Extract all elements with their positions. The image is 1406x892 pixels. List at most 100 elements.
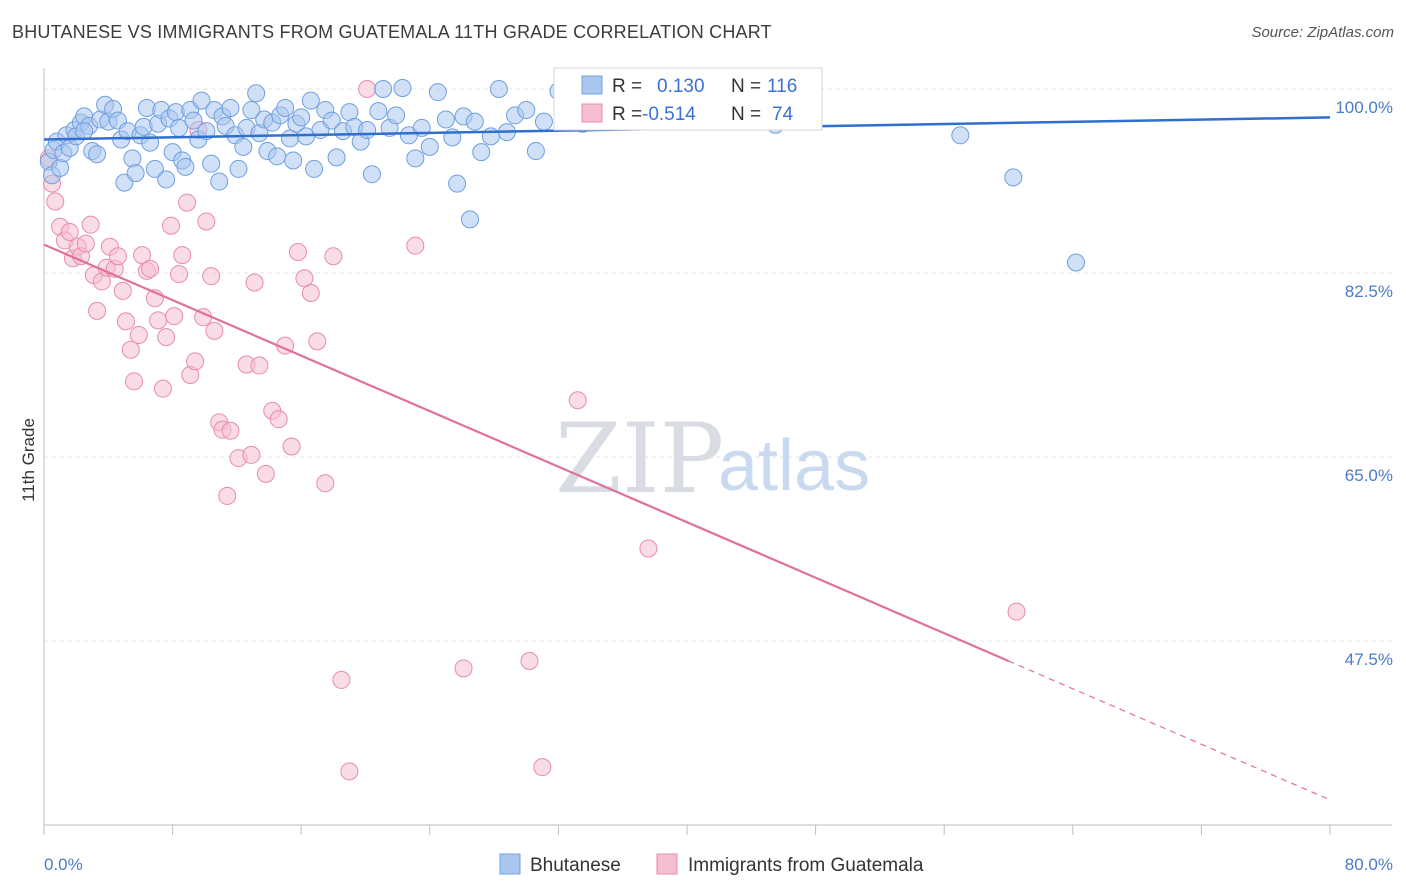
guatemala-point-2 [46,192,65,211]
guatemala-point-51 [256,464,275,483]
guatemala-point-32 [170,265,189,284]
guatemala-point-44 [218,486,237,505]
guatemala-point-10 [81,215,100,234]
guatemala-point-29 [157,328,176,347]
guatemala-point-9 [76,234,95,253]
bhutanese-point-103 [534,112,553,131]
bhutanese-point-46 [210,172,229,191]
y-axis-title: 11th Grade [19,418,38,502]
bhutanese-point-79 [362,165,381,184]
bhutanese-point-69 [305,159,324,178]
guatemala-point-50 [250,356,269,375]
bhutanese-point-112 [951,126,970,145]
guatemala-points [39,80,1026,781]
guatemala-point-5 [60,223,79,242]
bhutanese-point-81 [374,80,393,99]
stats-blue-n-label: N = [731,76,761,97]
guatemala-point-62 [332,670,351,689]
y-tick-label-0: 100.0% [1335,98,1393,117]
guatemala-point-60 [316,474,335,493]
guatemala-point-63 [340,762,359,781]
bhutanese-point-97 [481,127,500,146]
legend: Bhutanese Immigrants from Guatemala [499,853,924,876]
y-tick-label-1: 82.5% [1345,282,1393,301]
y-tick-label-2: 65.0% [1345,466,1393,485]
guatemala-point-17 [108,247,127,266]
bhutanese-point-42 [192,91,211,110]
chart-title: BHUTANESE VS IMMIGRANTS FROM GUATEMALA 1… [12,22,772,42]
bhutanese-point-66 [292,108,311,127]
bhutanese-point-68 [301,91,320,110]
bhutanese-point-40 [184,111,203,130]
bhutanese-point-88 [420,137,439,156]
guatemala-point-45 [221,421,240,440]
stats-pink-r-value: -0.514 [642,104,696,125]
guatemala-point-70 [639,539,658,558]
guatemala-point-49 [245,273,264,292]
bhutanese-point-43 [197,122,216,141]
bhutanese-point-23 [123,149,142,168]
guatemala-point-67 [520,651,539,670]
bhutanese-point-98 [489,80,508,99]
guatemala-point-56 [288,242,307,261]
source-note: Source: ZipAtlas.com [1251,24,1394,41]
legend-bhutanese-swatch [499,853,521,875]
stats-blue-r-label: R = [612,76,642,97]
guatemala-point-21 [125,372,144,391]
guatemala-point-33 [173,246,192,265]
bhutanese-point-94 [460,210,479,229]
stats-blue-r-value: 0.130 [657,76,705,97]
legend-guatemala-swatch [656,853,678,875]
guatemala-point-61 [324,247,343,266]
guatemala-point-28 [153,379,172,398]
bhutanese-point-14 [88,145,107,164]
guatemala-point-31 [165,307,184,326]
bhutanese-point-44 [202,154,221,173]
guatemala-point-59 [308,332,327,351]
legend-guatemala-label: Immigrants from Guatemala [688,855,924,876]
guatemala-point-68 [533,758,552,777]
bhutanese-point-115 [75,122,94,141]
y-tick-label-3: 47.5% [1345,650,1393,669]
guatemala-point-58 [301,283,320,302]
guatemala-point-19 [116,312,135,331]
bhutanese-point-78 [358,121,377,140]
stats-blue-n-value: 116 [767,76,797,97]
bhutanese-point-84 [393,78,412,97]
stats-pink-n-value: 74 [772,104,794,125]
bhutanese-point-114 [1067,253,1086,272]
bhutanese-point-89 [428,83,447,102]
stats-pink-swatch [581,103,603,123]
stats-blue-swatch [581,75,603,95]
watermark: ZIP atlas [555,403,870,515]
bhutanese-point-55 [247,84,266,103]
bhutanese-point-83 [387,106,406,125]
guatemala-point-64 [358,80,377,99]
bhutanese-point-86 [406,149,425,168]
bhutanese-point-113 [1004,168,1023,187]
bhutanese-point-32 [157,170,176,189]
bhutanese-point-60 [268,147,287,166]
guatemala-point-36 [186,352,205,371]
guatemala-point-20 [121,340,140,359]
watermark-zip: ZIP [555,403,724,515]
bhutanese-point-51 [229,159,248,178]
bhutanese-point-64 [284,151,303,170]
guatemala-point-34 [178,193,197,212]
legend-bhutanese-label: Bhutanese [530,855,621,876]
y-tick-labels: 100.0% 82.5% 65.0% 47.5% [1335,98,1393,669]
bhutanese-point-29 [145,159,164,178]
guatemala-point-40 [202,267,221,286]
stats-box: R = 0.130 N = 116 R = -0.514 N = 74 [553,67,823,131]
guatemala-point-41 [205,321,224,340]
guatemala-point-65 [406,236,425,255]
guatemala-trend-extension [1008,660,1331,801]
x-tick-labels: 0.0% 80.0% [44,855,1393,874]
guatemala-point-55 [282,437,301,456]
guatemala-point-48 [242,445,261,464]
guatemala-point-69 [568,391,587,410]
stats-pink-n-label: N = [731,104,761,125]
bhutanese-point-62 [276,98,295,117]
bhutanese-point-96 [472,143,491,162]
